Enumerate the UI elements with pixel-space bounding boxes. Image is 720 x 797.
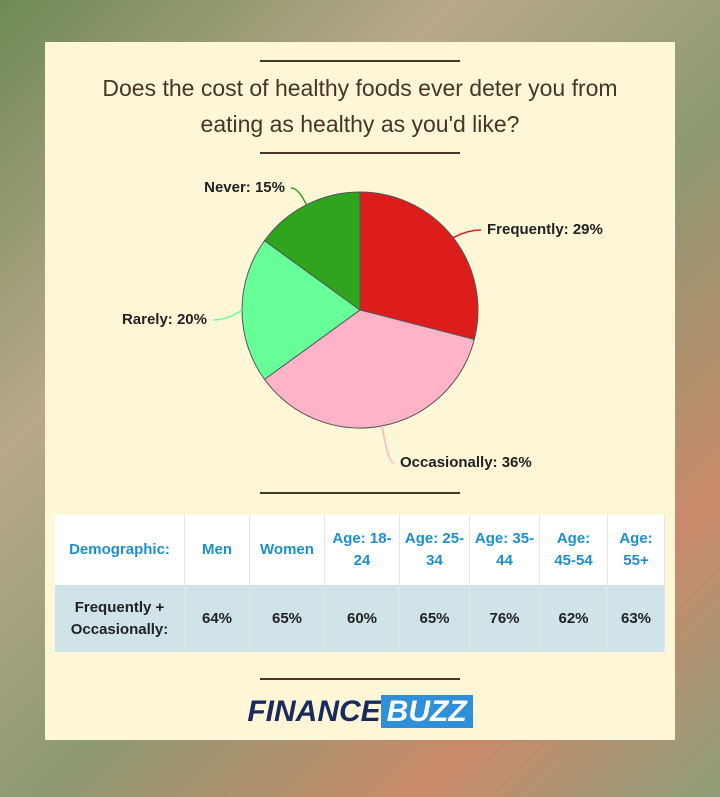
chart-title: Does the cost of healthy foods ever dete…	[102, 75, 618, 137]
rule	[260, 152, 460, 154]
pie-slice	[241, 239, 361, 381]
header-cell: Age: 18-24	[325, 515, 400, 585]
header-cell: Women	[250, 515, 325, 585]
header-cell: Age: 35-44	[470, 515, 540, 585]
slice-label: Never: 15%	[204, 179, 285, 196]
header-cell: Demographic:	[55, 515, 185, 585]
table-cell: 60%	[325, 585, 400, 652]
logo: FINANCE BUZZ	[0, 695, 720, 729]
table-row: Demographic: Men Women Age: 18-24 Age: 25-34…	[55, 515, 665, 585]
leader-line	[290, 187, 308, 206]
header-cell: Age: 45-54	[540, 515, 608, 585]
rule	[260, 678, 460, 680]
leader-line	[452, 229, 482, 239]
header-cell: Age: 25-34	[400, 515, 470, 585]
leader-line	[381, 425, 395, 464]
table-cell: 76%	[470, 585, 540, 652]
table-cell: 65%	[400, 585, 470, 652]
table-row: Frequently + Occasionally: 64% 65% 60% 65% 76…	[55, 585, 665, 652]
pie-slice	[263, 191, 361, 311]
rule	[260, 492, 460, 494]
pie-chart: Frequently: 29% Occasionally: 36% Rarely: …	[122, 179, 603, 471]
slice-label: Occasionally: 36%	[400, 454, 532, 471]
table-cell: 64%	[185, 585, 250, 652]
table-cell: Frequently + Occasionally:	[55, 585, 185, 652]
table-cell: 62%	[540, 585, 608, 652]
header-cell: Age: 55+	[608, 515, 665, 585]
slice-label: Rarely: 20%	[122, 311, 207, 328]
header-cell: Men	[185, 515, 250, 585]
logo-text: BUZZ	[380, 695, 473, 728]
logo-text: FINANCE	[247, 695, 381, 728]
slice-label: Frequently: 29%	[487, 221, 603, 238]
table: Demographic: Men Women Age: 18-24 Age: 25-34…	[55, 515, 665, 652]
leader-line	[212, 309, 243, 321]
table-cell: 63%	[608, 585, 665, 652]
rule	[260, 60, 460, 62]
table-cell: 65%	[250, 585, 325, 652]
